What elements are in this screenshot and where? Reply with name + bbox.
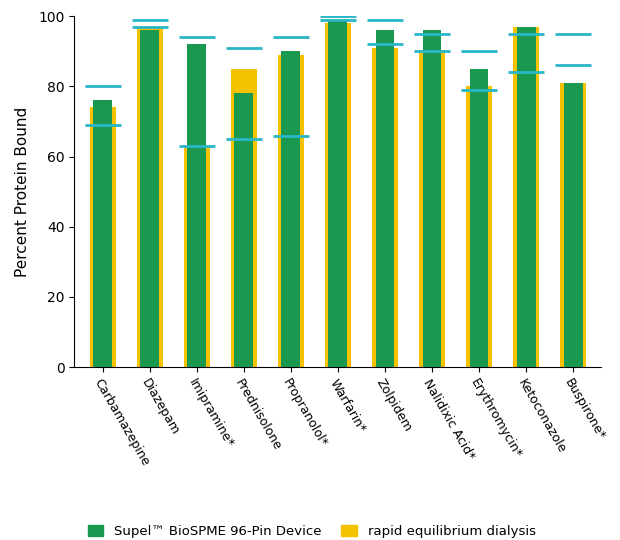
Bar [376, 30, 394, 367]
Bar [234, 93, 253, 367]
Bar [560, 83, 586, 367]
Bar [516, 26, 536, 367]
Bar [329, 19, 347, 367]
Bar [466, 86, 492, 367]
Bar [278, 55, 304, 367]
Bar [231, 69, 257, 367]
Bar [419, 51, 445, 367]
Bar [90, 107, 115, 367]
Bar [140, 30, 159, 367]
Bar [281, 51, 300, 367]
Bar [372, 48, 398, 367]
Legend: Supel™ BioSPME 96-Pin Device, rapid equilibrium dialysis: Supel™ BioSPME 96-Pin Device, rapid equi… [82, 519, 541, 540]
Bar [564, 83, 583, 367]
Bar [470, 69, 489, 367]
Bar [513, 26, 539, 367]
Bar [187, 44, 206, 367]
Bar [184, 146, 210, 367]
Bar [325, 23, 351, 367]
Bar [423, 30, 441, 367]
Bar [93, 100, 112, 367]
Bar [137, 26, 162, 367]
Y-axis label: Percent Protein Bound: Percent Protein Bound [15, 106, 30, 277]
